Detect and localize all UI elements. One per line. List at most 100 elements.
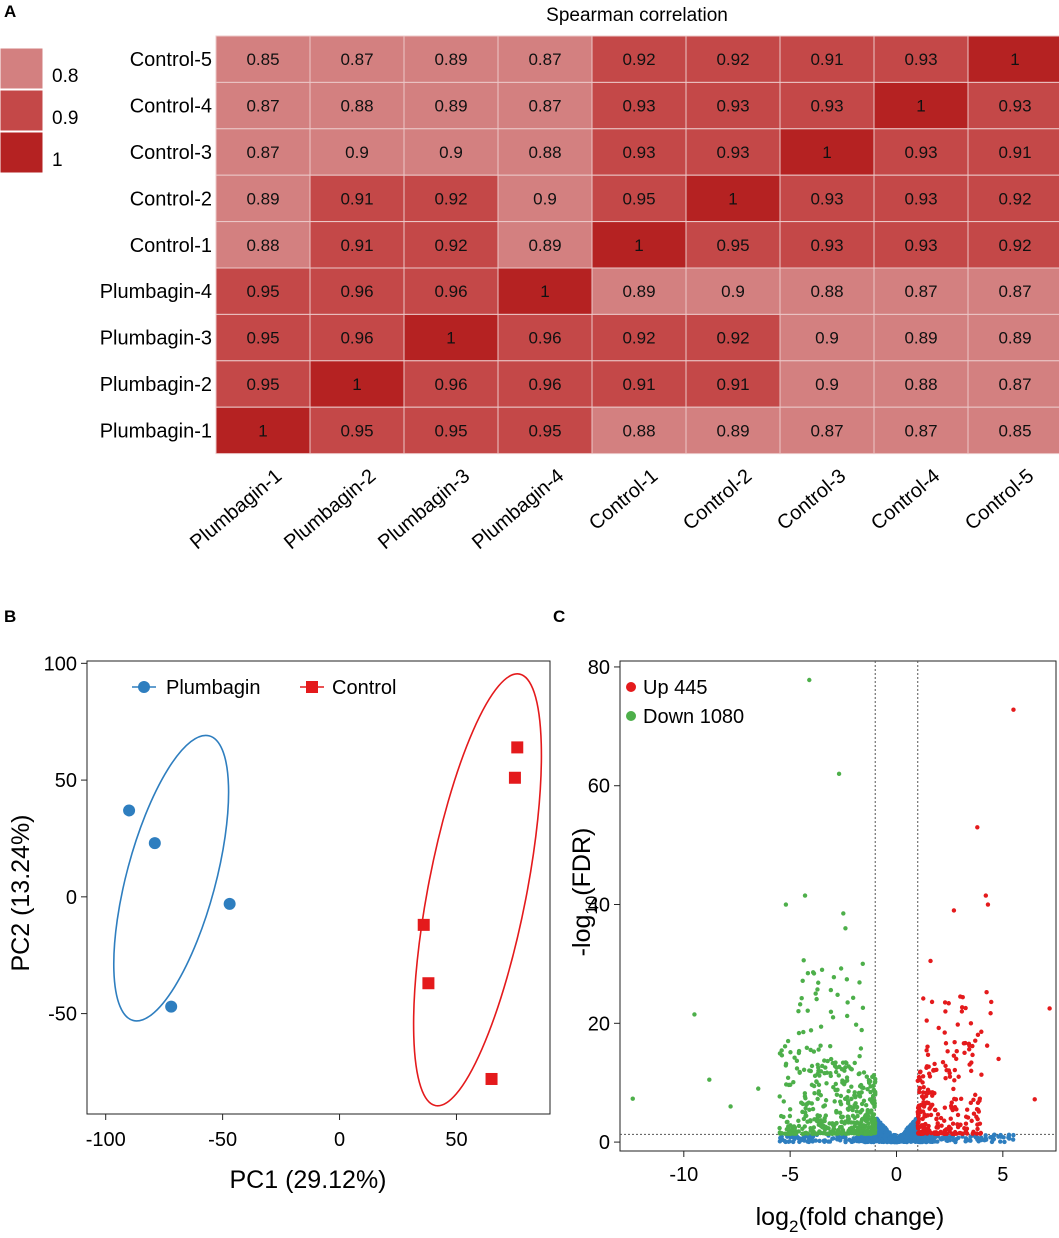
ns-gene-point [979,1137,984,1143]
pca-x-axis-label: PC1 (29.12%) [229,1166,386,1194]
down-gene-point [866,1121,871,1126]
heatmap-cell-value: 1 [1010,50,1019,69]
heatmap-cell-value: 0.88 [810,282,843,301]
pca-plot-frame [86,660,551,1115]
up-gene-point [968,1068,974,1074]
up-gene-point [974,1131,980,1136]
heatmap-cell-value: 0.96 [434,282,467,301]
down-gene-point [853,1093,858,1099]
down-gene-point [844,1075,850,1080]
down-gene-point [837,1110,843,1115]
down-gene-point [796,1123,802,1129]
down-gene-point [870,1122,876,1128]
y-tick-label: 40 [588,895,610,917]
volcano-panel: -10 -5 0 5 80 60 40 20 0 Up 445 Down 1080 log2(fo… [568,657,1057,1236]
up-gene-point [932,1107,938,1113]
down-gene-point [868,1089,873,1095]
down-gene-point [863,1131,868,1136]
up-gene-point [968,1021,974,1026]
down-gene-point [870,1074,875,1080]
heatmap-cell [309,406,405,455]
heatmap-cell-value: 0.89 [528,236,561,255]
down-gene-point [785,1038,791,1044]
up-gene-point [952,1096,957,1102]
down-gene-point [800,978,805,983]
down-gene-point [839,1119,844,1125]
down-gene-point [808,1128,814,1133]
down-gene-point [839,1124,844,1130]
heatmap-cell-value: 0.91 [716,375,749,394]
down-gene-point [865,1127,870,1133]
up-gene-point [938,1115,944,1121]
down-gene-point [808,1119,813,1124]
down-gene-point [846,1064,851,1069]
down-gene-point [835,992,840,998]
heatmap-cell [309,128,405,176]
heatmap-cell-value: 0.92 [716,50,749,69]
down-gene-point [778,1113,784,1119]
down-gene-point [833,1121,839,1126]
down-gene-point [816,1065,821,1070]
up-gene-point [979,1072,984,1077]
down-gene-point [818,1118,823,1123]
down-gene-point [850,1113,856,1119]
up-gene-point [934,1067,939,1072]
up-gene-point [928,958,933,964]
legend-swatch [0,89,44,132]
down-gene-point [818,1069,824,1074]
down-gene-point [808,1047,813,1053]
down-gene-point [822,1070,827,1076]
up-gene-point [943,1041,949,1046]
up-gene-point [971,1097,976,1103]
heatmap-cell [779,313,875,362]
ns-gene-point [988,1135,993,1140]
down-gene-point [845,1000,850,1005]
ns-gene-point [786,1139,791,1144]
heatmap-cell-value: 1 [352,375,361,394]
heatmap-cell-value: 0.93 [622,143,655,162]
up-gene-point [955,1112,961,1118]
heatmap-cell-value: 0.93 [998,97,1031,116]
up-gene-point [946,1068,952,1073]
up-gene-point [933,1130,939,1135]
down-gene-point [804,1045,810,1050]
down-gene-point [799,995,804,1001]
up-gene-point [954,1056,959,1062]
x-tick-label: -100 [86,1129,126,1151]
legend-label-control: Control [332,677,396,699]
ns-gene-point [919,1139,925,1145]
up-gene-point [955,1022,960,1027]
legend-label-plumbagin: Plumbagin [166,677,261,699]
down-gene-point [814,1079,819,1084]
ns-gene-point [879,1123,885,1129]
up-gene-point [959,1009,965,1014]
down-gene-point [779,1048,784,1053]
up-gene-point [970,1052,975,1058]
up-gene-point [924,1090,929,1096]
heatmap-cell [591,128,687,176]
down-gene-point [828,1043,833,1049]
up-gene-point [939,1123,944,1128]
heatmap-cell [215,35,311,83]
heatmap-cell-value: 0.95 [246,282,279,301]
down-gene-point [845,1101,851,1106]
up-gene-point [952,1067,958,1073]
heatmap-cell-value: 0.96 [528,375,561,394]
down-gene-point [783,1061,789,1066]
y-tick-label: 80 [588,657,610,679]
up-gene-point [968,1100,974,1106]
heatmap-cell-value: 0.93 [810,189,843,208]
heatmap-cell-value: 0.91 [998,143,1031,162]
volcano-y-axis-label: -log10(FDR) [568,828,601,957]
up-gene-point [942,1030,947,1035]
heatmap-cell-value: 0.9 [533,189,557,208]
down-gene-point [822,1118,827,1124]
up-gene-point [975,1126,980,1132]
heatmap-cell-value: 1 [540,282,549,301]
down-gene-point [791,1079,796,1085]
up-gene-point [956,1074,961,1079]
down-gene-point [787,1107,793,1112]
up-gene-point [948,1103,954,1109]
up-gene-point [983,893,989,898]
up-gene-point [963,1040,968,1046]
